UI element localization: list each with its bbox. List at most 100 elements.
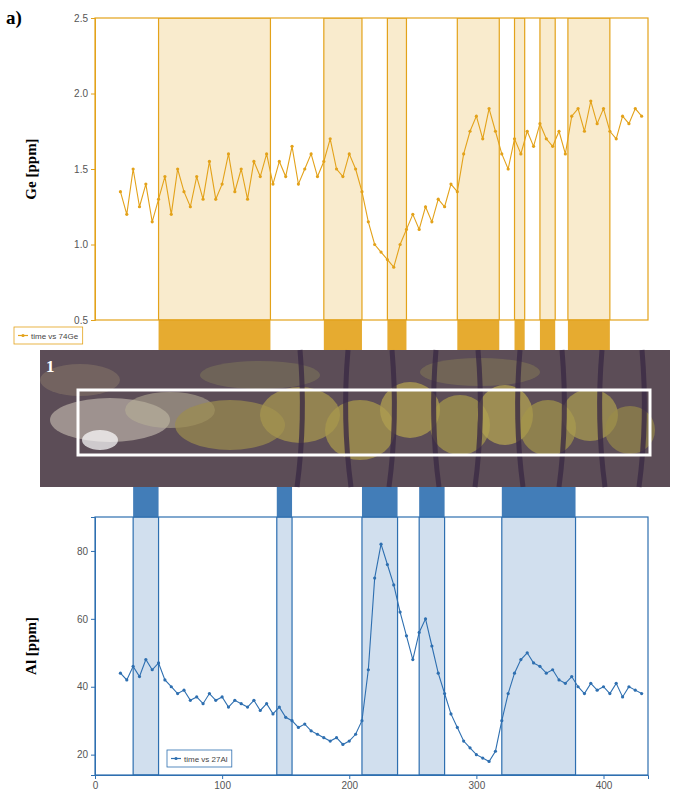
y-tick-mark bbox=[91, 94, 95, 95]
photo-stripe bbox=[297, 350, 302, 487]
legend-swatch-line bbox=[171, 758, 181, 759]
data-point bbox=[627, 122, 630, 125]
data-point bbox=[621, 695, 624, 698]
legend: time vs 74Ge bbox=[14, 327, 83, 344]
data-point bbox=[570, 675, 573, 678]
chart: 204060800100200300400Al [ppm]time vs 27A… bbox=[23, 487, 649, 791]
data-point bbox=[557, 678, 560, 681]
data-point bbox=[189, 205, 192, 208]
data-point bbox=[570, 115, 573, 118]
data-point bbox=[589, 99, 592, 102]
data-point bbox=[290, 719, 293, 722]
photo-stripe bbox=[389, 350, 394, 487]
highlight-strip bbox=[387, 320, 406, 350]
data-point bbox=[271, 712, 274, 715]
x-tick-label: 400 bbox=[596, 780, 613, 791]
x-tick-label: 0 bbox=[93, 780, 99, 791]
data-point bbox=[303, 722, 306, 725]
y-tick-mark bbox=[91, 755, 95, 756]
data-point bbox=[310, 729, 313, 732]
plot-frame bbox=[95, 18, 648, 320]
data-point bbox=[583, 130, 586, 133]
y-tick-label: 2.0 bbox=[74, 88, 88, 99]
data-point bbox=[379, 543, 382, 546]
y-axis-title: Ge [ppm] bbox=[23, 138, 39, 199]
data-point bbox=[373, 577, 376, 580]
legend: time vs 27Al bbox=[167, 750, 232, 767]
y-tick: 2.0 bbox=[74, 88, 95, 99]
data-point bbox=[634, 107, 637, 110]
data-point bbox=[526, 651, 529, 654]
data-point bbox=[316, 175, 319, 178]
data-point bbox=[608, 692, 611, 695]
data-point bbox=[399, 610, 402, 613]
data-point bbox=[481, 756, 484, 759]
x-tick: 0 bbox=[93, 775, 99, 791]
data-point bbox=[246, 198, 249, 201]
photo-highlight bbox=[82, 430, 118, 450]
data-point bbox=[602, 685, 605, 688]
highlight-band bbox=[502, 517, 576, 775]
data-point bbox=[513, 137, 516, 140]
y-tick: 40 bbox=[77, 681, 95, 692]
data-point bbox=[360, 719, 363, 722]
data-point bbox=[430, 220, 433, 223]
data-point bbox=[551, 668, 554, 671]
y-tick-label: 20 bbox=[77, 749, 89, 760]
data-point bbox=[519, 152, 522, 155]
photo bbox=[40, 350, 670, 487]
x-tick-label: 200 bbox=[341, 780, 358, 791]
data-point bbox=[163, 678, 166, 681]
data-point bbox=[494, 130, 497, 133]
data-point bbox=[583, 692, 586, 695]
photo-stripe bbox=[600, 350, 605, 487]
data-point bbox=[411, 658, 414, 661]
y-tick: 2.5 bbox=[74, 13, 95, 24]
y-tick-mark bbox=[91, 687, 95, 688]
data-point bbox=[513, 672, 516, 675]
data-point bbox=[157, 661, 160, 664]
data-point bbox=[564, 682, 567, 685]
data-point bbox=[138, 675, 141, 678]
data-point bbox=[176, 692, 179, 695]
photo-stripe bbox=[518, 350, 523, 487]
data-point bbox=[399, 243, 402, 246]
x-tick-mark bbox=[349, 775, 350, 779]
data-point bbox=[322, 736, 325, 739]
data-point bbox=[322, 160, 325, 163]
series-line bbox=[120, 101, 641, 267]
highlight-strip bbox=[362, 487, 398, 517]
data-point bbox=[640, 115, 643, 118]
x-tick-mark bbox=[476, 775, 477, 779]
data-point bbox=[221, 183, 224, 186]
data-point bbox=[621, 115, 624, 118]
data-point bbox=[240, 702, 243, 705]
data-point bbox=[576, 685, 579, 688]
highlight-strips bbox=[133, 487, 575, 517]
data-point bbox=[640, 692, 643, 695]
data-point bbox=[119, 190, 122, 193]
data-point bbox=[348, 739, 351, 742]
highlight-strip bbox=[502, 487, 576, 517]
y-tick-mark bbox=[91, 245, 95, 246]
data-point bbox=[386, 258, 389, 261]
highlight-strips bbox=[159, 320, 610, 350]
legend-swatch-marker bbox=[21, 334, 24, 337]
data-point bbox=[214, 198, 217, 201]
data-point bbox=[310, 152, 313, 155]
x-tick-mark bbox=[222, 775, 223, 779]
highlight-strip bbox=[133, 487, 158, 517]
data-point bbox=[424, 617, 427, 620]
y-axis-line bbox=[91, 19, 96, 321]
data-point bbox=[424, 205, 427, 208]
data-point bbox=[125, 213, 128, 216]
data-point bbox=[615, 682, 618, 685]
data-point bbox=[354, 733, 357, 736]
data-point bbox=[405, 634, 408, 637]
highlight-band bbox=[419, 517, 444, 775]
data-point bbox=[494, 750, 497, 753]
data-point bbox=[557, 130, 560, 133]
series-line bbox=[120, 544, 641, 761]
y-tick-label: 80 bbox=[77, 546, 89, 557]
data-point bbox=[373, 243, 376, 246]
